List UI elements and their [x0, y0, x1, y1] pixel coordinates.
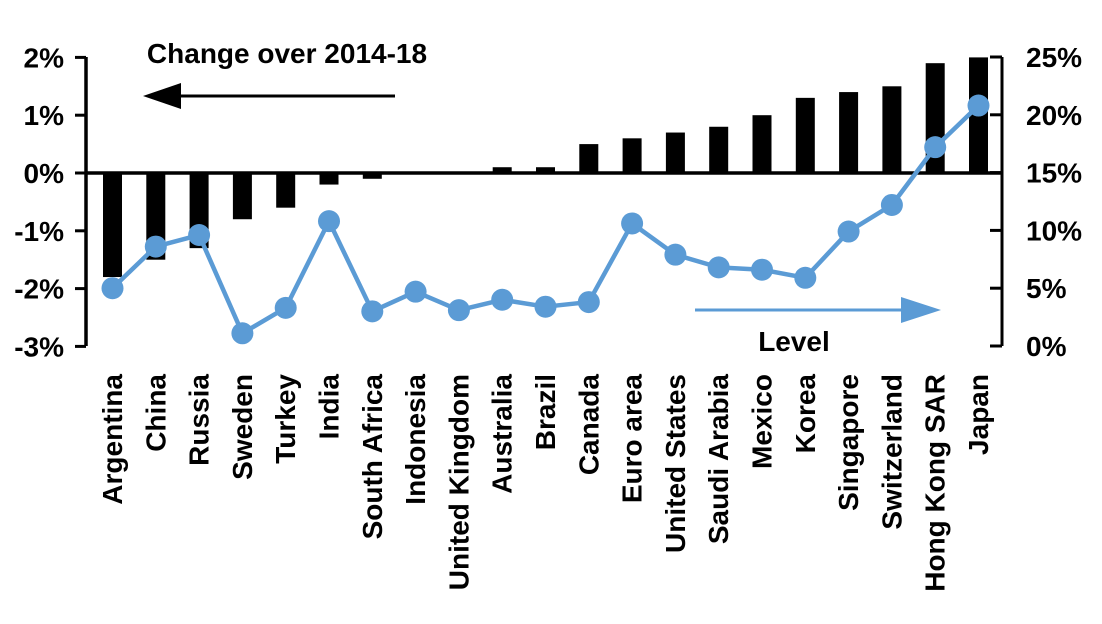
- category-label: Sweden: [227, 374, 258, 480]
- level-arrow-head-right: [901, 297, 941, 323]
- left-axis-tick-label: 2%: [24, 42, 65, 73]
- category-label: Mexico: [747, 374, 778, 469]
- category-label: Argentina: [97, 374, 128, 505]
- category-label: United States: [660, 374, 691, 553]
- left-axis-tick-label: 0%: [24, 158, 65, 189]
- change-bar: [103, 173, 122, 278]
- level-marker: [447, 299, 470, 322]
- level-marker: [577, 291, 600, 314]
- change-bar: [362, 173, 382, 179]
- right-axis-tick-label: 10%: [1026, 215, 1082, 246]
- change-bar: [709, 126, 729, 173]
- category-label: Singapore: [833, 374, 864, 511]
- right-axis-tick-label: 0%: [1026, 331, 1067, 362]
- change-arrow-head-left: [143, 83, 181, 109]
- change-bar: [795, 97, 815, 173]
- level-marker: [967, 94, 990, 117]
- category-label: China: [140, 374, 171, 452]
- level-marker: [361, 300, 384, 323]
- left-axis-tick-label: 1%: [24, 100, 65, 131]
- change-bar: [232, 173, 252, 220]
- category-label: Canada: [573, 374, 604, 476]
- left-axis-tick-label: -2%: [14, 274, 64, 305]
- level-marker: [794, 266, 817, 289]
- level-marker: [231, 322, 254, 345]
- change-bar: [536, 167, 555, 173]
- change-bar: [839, 92, 859, 173]
- change-bar: [319, 173, 339, 185]
- level-marker: [318, 210, 340, 233]
- chart-plot-area: 2% 1% 0% -1% -2% -3% 25% 20% 15% 10% 5% 0% Argentina…: [14, 42, 1082, 592]
- level-marker: [491, 288, 514, 311]
- category-label: Hong Kong SAR: [920, 374, 951, 592]
- change-bar: [276, 173, 296, 208]
- change-over-annotation: Change over 2014-18: [147, 38, 427, 69]
- change-bar: [492, 167, 512, 173]
- level-marker: [101, 277, 124, 300]
- level-marker: [274, 296, 297, 319]
- level-marker: [751, 258, 773, 281]
- change-bar: [579, 144, 599, 173]
- category-label: Saudi Arabia: [703, 374, 734, 545]
- right-axis-tick-label: 20%: [1026, 100, 1082, 131]
- right-axis-tick-label: 5%: [1026, 273, 1067, 304]
- level-marker: [924, 136, 947, 159]
- left-axis-tick-label: -3%: [14, 331, 64, 362]
- level-marker: [837, 220, 860, 243]
- category-label: Indonesia: [400, 374, 431, 505]
- right-axis-tick-label: 15%: [1026, 158, 1082, 189]
- level-marker: [880, 193, 903, 216]
- change-bar: [882, 86, 902, 173]
- right-axis-tick-label: 25%: [1026, 42, 1082, 73]
- level-marker: [621, 212, 644, 235]
- change-bar: [752, 115, 772, 173]
- category-label: Japan: [963, 374, 994, 455]
- category-label: Australia: [487, 374, 518, 494]
- change-bar: [665, 132, 685, 173]
- category-label: Russia: [184, 374, 215, 466]
- level-marker: [404, 280, 427, 303]
- category-label: Brazil: [530, 374, 561, 450]
- level-marker: [707, 256, 730, 279]
- change-bar: [622, 138, 642, 173]
- level-annotation: Level: [758, 326, 830, 357]
- level-marker: [664, 243, 687, 266]
- level-marker: [144, 235, 167, 258]
- category-label: South Africa: [357, 374, 388, 540]
- category-label: Euro area: [617, 374, 648, 504]
- category-label: Turkey: [270, 374, 301, 464]
- category-label: India: [314, 374, 345, 440]
- level-marker: [188, 224, 211, 247]
- category-label: Korea: [790, 374, 821, 454]
- category-label: Switzerland: [876, 374, 907, 530]
- left-axis-tick-label: -1%: [14, 216, 64, 247]
- category-label: United Kingdom: [443, 374, 474, 590]
- level-marker: [534, 295, 557, 318]
